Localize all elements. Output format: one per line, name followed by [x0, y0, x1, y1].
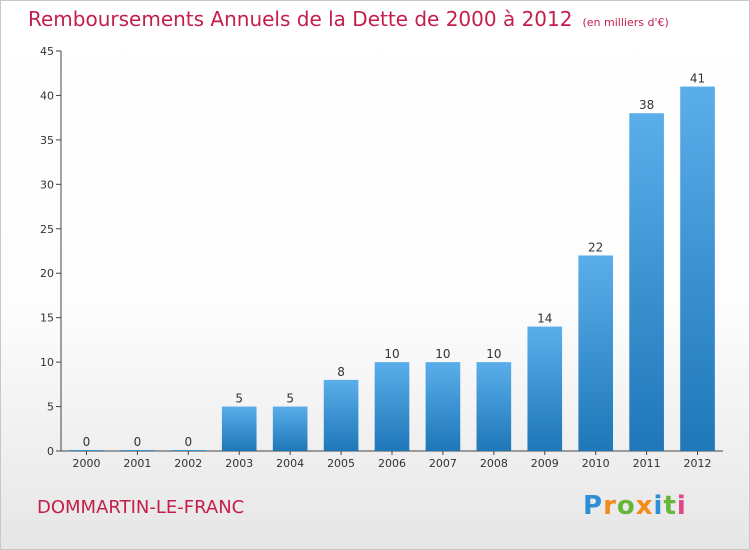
y-tick-label: 45 [40, 45, 54, 58]
y-tick-label: 25 [40, 223, 54, 236]
x-tick-label: 2000 [72, 457, 100, 470]
bar [680, 86, 715, 452]
unit-label: (en milliers d'€) [582, 16, 669, 29]
bar-value-label: 5 [286, 392, 294, 406]
logo-letter: P [583, 491, 604, 521]
bar-value-label: 10 [435, 347, 450, 361]
bar [272, 406, 308, 451]
x-tick-label: 2003 [225, 457, 253, 470]
bars: 0 0 0 5 5 8 10 10 10 14 22 38 41 [69, 72, 715, 452]
bar [120, 450, 155, 451]
y-tick-label: 35 [40, 134, 54, 147]
y-tick-label: 40 [40, 89, 54, 102]
bar-value-label: 38 [639, 98, 654, 112]
proxiti-logo: Proxiti [583, 491, 687, 521]
logo-letter: t [663, 491, 677, 521]
x-tick-label: 2005 [327, 457, 355, 470]
x-tick-label: 2008 [480, 457, 508, 470]
bar-value-label: 10 [486, 347, 501, 361]
bar [170, 450, 206, 451]
bar-value-label: 5 [235, 392, 243, 406]
x-tick-label: 2012 [684, 457, 712, 470]
y-tick-label: 5 [47, 401, 54, 414]
bar-value-label: 10 [384, 347, 399, 361]
y-tick-label: 10 [40, 356, 54, 369]
bar [323, 379, 359, 451]
bar [374, 362, 410, 451]
bar-value-label: 8 [337, 365, 345, 379]
y-tick-label: 0 [47, 445, 54, 458]
x-tick-label: 2006 [378, 457, 406, 470]
x-tick-label: 2004 [276, 457, 304, 470]
logo-letter: i [676, 491, 687, 521]
x-tick-label: 2002 [174, 457, 202, 470]
bar [476, 362, 512, 451]
logo-letter: i [653, 491, 664, 521]
bar-value-label: 41 [690, 72, 705, 86]
logo-letter: x [635, 491, 654, 521]
commune-name: DOMMARTIN-LE-FRANC [37, 497, 245, 518]
x-tick-label: 2011 [633, 457, 661, 470]
axes: 0 5 10 15 20 25 30 35 40 45 2000 2001 2002 2003 2004 20… [40, 45, 723, 470]
bar [221, 406, 257, 451]
chart-title: Remboursements Annuels de la Dette de 20… [28, 7, 669, 31]
bar [578, 255, 614, 451]
bar [425, 362, 461, 451]
x-tick-label: 2007 [429, 457, 457, 470]
x-tick-label: 2010 [582, 457, 610, 470]
bar-value-label: 0 [134, 435, 142, 449]
bar [629, 113, 664, 451]
logo-letter: r [603, 491, 617, 521]
y-tick-label: 30 [40, 178, 54, 191]
bar-value-label: 0 [83, 435, 91, 449]
logo-letter: o [616, 491, 636, 521]
bar [69, 450, 104, 451]
y-tick-label: 15 [40, 312, 54, 325]
x-tick-label: 2001 [123, 457, 151, 470]
y-tick-label: 20 [40, 267, 54, 280]
x-tick-label: 2009 [531, 457, 559, 470]
bar [527, 326, 563, 451]
title-text: Remboursements Annuels de la Dette de 20… [28, 7, 573, 31]
bar-value-label: 0 [184, 435, 192, 449]
bar-value-label: 22 [588, 240, 603, 254]
bar-value-label: 14 [537, 312, 552, 326]
